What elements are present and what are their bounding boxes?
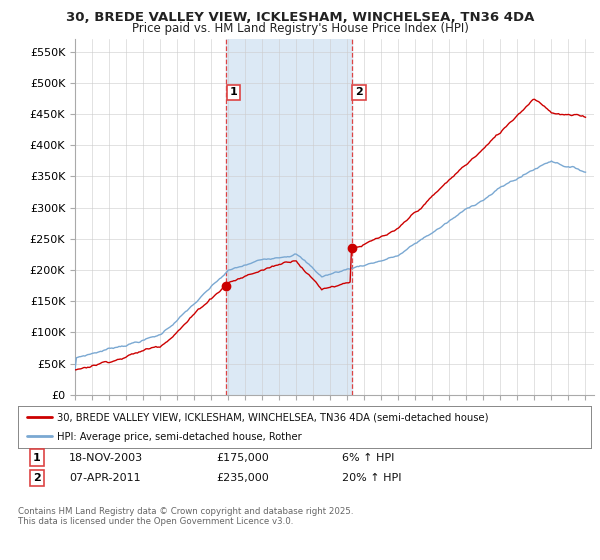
Text: 30, BREDE VALLEY VIEW, ICKLESHAM, WINCHELSEA, TN36 4DA (semi-detached house): 30, BREDE VALLEY VIEW, ICKLESHAM, WINCHE… — [57, 412, 488, 422]
Bar — [226, 39, 352, 395]
Text: 6% ↑ HPI: 6% ↑ HPI — [342, 452, 394, 463]
Text: 1: 1 — [33, 452, 41, 463]
Text: HPI: Average price, semi-detached house, Rother: HPI: Average price, semi-detached house,… — [57, 432, 302, 442]
Text: 2: 2 — [33, 473, 41, 483]
Text: 07-APR-2011: 07-APR-2011 — [69, 473, 140, 483]
Text: 20% ↑ HPI: 20% ↑ HPI — [342, 473, 401, 483]
Text: 18-NOV-2003: 18-NOV-2003 — [69, 452, 143, 463]
Text: 30, BREDE VALLEY VIEW, ICKLESHAM, WINCHELSEA, TN36 4DA: 30, BREDE VALLEY VIEW, ICKLESHAM, WINCHE… — [66, 11, 534, 24]
Text: Contains HM Land Registry data © Crown copyright and database right 2025.
This d: Contains HM Land Registry data © Crown c… — [18, 507, 353, 526]
Text: 2: 2 — [355, 87, 363, 97]
Text: 1: 1 — [230, 87, 237, 97]
Text: £235,000: £235,000 — [216, 473, 269, 483]
Text: Price paid vs. HM Land Registry's House Price Index (HPI): Price paid vs. HM Land Registry's House … — [131, 22, 469, 35]
Text: £175,000: £175,000 — [216, 452, 269, 463]
